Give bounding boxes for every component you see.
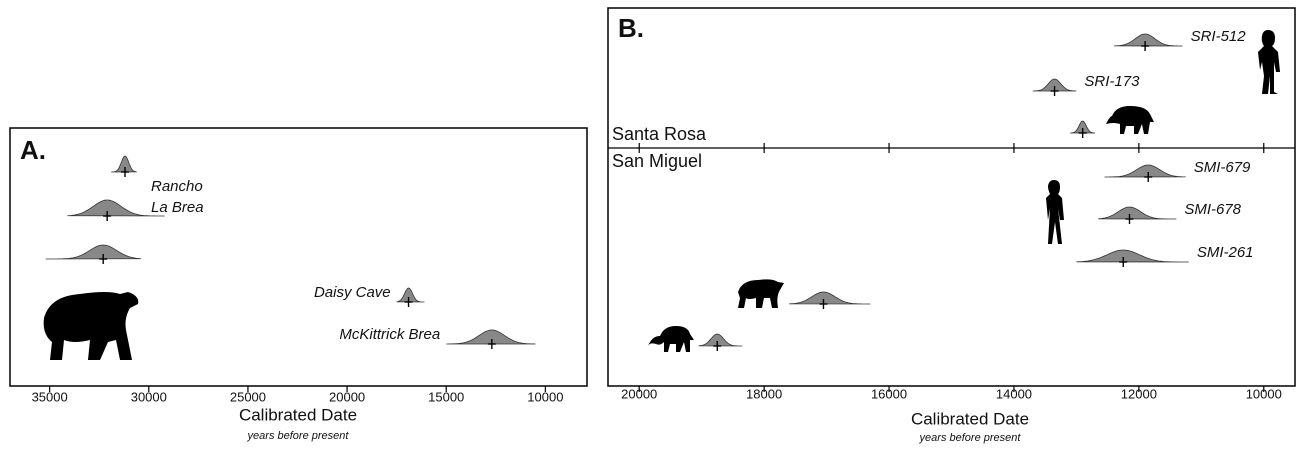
mammoth-silhouette	[648, 106, 1154, 352]
probability-distribution	[111, 156, 137, 172]
sample-label: Daisy Cave	[314, 284, 391, 301]
x-tick-label: 10000	[1246, 386, 1282, 401]
axis-title: Calibrated Date	[239, 405, 357, 424]
figure: A. Calibrated Date years before present 350…	[0, 0, 1302, 449]
sample-label: McKittrick Brea	[339, 326, 440, 343]
x-tick-label: 15000	[428, 389, 464, 404]
group-label: Santa Rosa	[612, 124, 707, 144]
probability-distribution	[46, 245, 141, 259]
probability-distribution	[1114, 34, 1183, 46]
x-tick-label: 30000	[131, 389, 167, 404]
panel-b-frame	[608, 8, 1295, 386]
probability-distribution	[1076, 250, 1188, 262]
human-silhouette	[1046, 30, 1280, 244]
sample-label: SMI-679	[1194, 159, 1251, 176]
group-label: San Miguel	[612, 151, 702, 171]
x-tick-label: 35000	[32, 389, 68, 404]
x-tick-label: 10000	[527, 389, 563, 404]
bear-silhouette	[44, 279, 784, 360]
probability-distribution	[446, 330, 535, 344]
panel-label: B.	[618, 13, 644, 43]
sample-label: SMI-678	[1184, 201, 1241, 218]
probability-distribution	[1098, 207, 1176, 219]
annotation: La Brea	[151, 199, 204, 216]
axis-subtitle: years before present	[919, 432, 1022, 444]
sample-label: SRI-173	[1084, 73, 1140, 90]
x-tick-label: 12000	[1121, 386, 1157, 401]
annotation: Rancho	[151, 178, 203, 195]
x-tick-label: 20000	[329, 389, 365, 404]
probability-distribution	[789, 292, 870, 304]
sample-label: SRI-512	[1191, 28, 1247, 45]
axis-title: Calibrated Date	[911, 409, 1029, 428]
panel-label: A.	[20, 135, 46, 165]
sample-label: SMI-261	[1197, 244, 1254, 261]
x-tick-label: 14000	[996, 386, 1032, 401]
probability-distribution	[1105, 165, 1186, 177]
probability-distribution	[397, 288, 425, 302]
x-tick-label: 18000	[746, 386, 782, 401]
x-tick-label: 16000	[871, 386, 907, 401]
probability-distribution	[699, 334, 743, 346]
axis-subtitle: years before present	[247, 430, 350, 442]
x-tick-label: 25000	[230, 389, 266, 404]
x-tick-label: 20000	[621, 386, 657, 401]
